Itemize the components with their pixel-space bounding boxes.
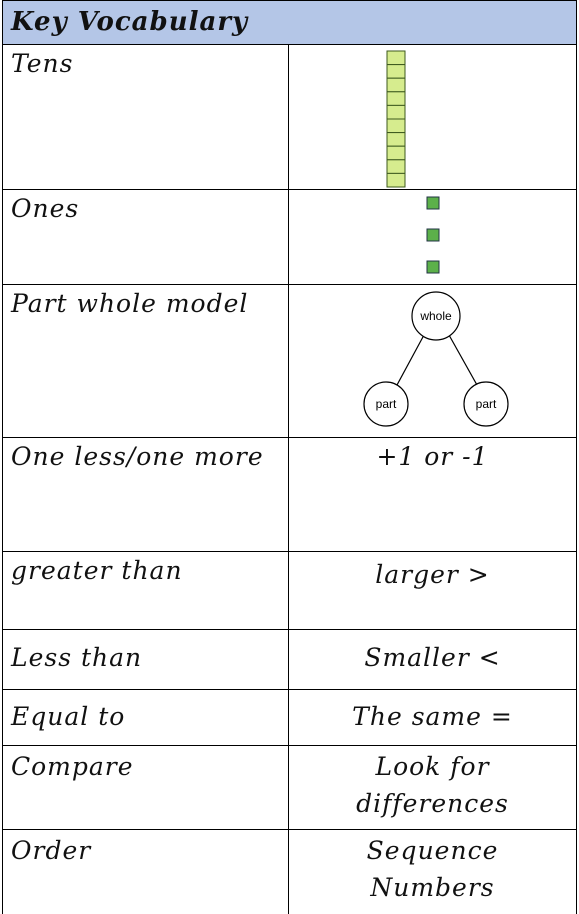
- term: Ones: [2, 190, 289, 285]
- term: greater than: [2, 552, 289, 630]
- description: larger >: [289, 552, 577, 630]
- part-whole-diagram: whole part part: [363, 291, 509, 427]
- rod-cell: [386, 145, 406, 161]
- rod-cell: [386, 77, 406, 93]
- description: The same =: [289, 690, 577, 746]
- ones-image-cell: [289, 190, 577, 285]
- rod-cell: [386, 132, 406, 147]
- rod-cell: [386, 64, 406, 79]
- rod-cell: [386, 104, 406, 120]
- term: Order: [2, 830, 289, 914]
- rod-cells: [386, 50, 406, 188]
- node-label: part: [376, 397, 397, 411]
- description: +1 or -1: [289, 438, 577, 552]
- rod-cell: [386, 159, 406, 174]
- rod-cell: [386, 50, 406, 66]
- ones-cubes: [426, 196, 440, 274]
- rod-cell: [386, 118, 406, 134]
- term: Less than: [2, 630, 289, 690]
- description: Look for differences: [289, 746, 577, 830]
- tens-rod: [386, 50, 406, 188]
- term: Compare: [2, 746, 289, 830]
- node-label: part: [476, 397, 497, 411]
- term: Part whole model: [2, 285, 289, 438]
- tens-image-cell: [289, 45, 577, 190]
- term: Equal to: [2, 690, 289, 746]
- rod-cell: [386, 172, 406, 188]
- table-title: Key Vocabulary: [2, 0, 577, 45]
- description: Sequence Numbers: [289, 830, 577, 914]
- term: One less/one more: [2, 438, 289, 552]
- rod-cell: [386, 91, 406, 106]
- description: Smaller <: [289, 630, 577, 690]
- node-label: whole: [419, 309, 452, 323]
- part-whole-cell: whole part part: [289, 285, 577, 438]
- term: Tens: [2, 45, 289, 190]
